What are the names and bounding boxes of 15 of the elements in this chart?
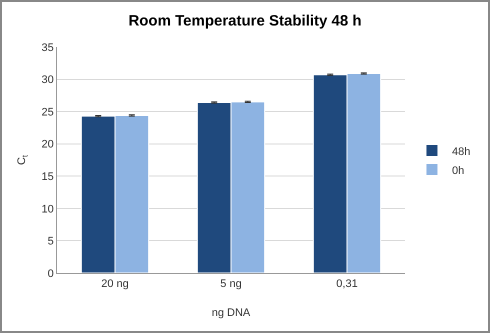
y-tick-label: 35 xyxy=(42,42,54,54)
x-tick-label: 5 ng xyxy=(220,278,242,290)
legend-label: 48h xyxy=(452,146,470,158)
x-tick-label: 20 ng xyxy=(101,278,129,290)
x-tick-label: 0,31 xyxy=(336,278,358,290)
chart-title: Room Temperature Stability 48 h xyxy=(128,12,362,30)
y-tick-label: 15 xyxy=(42,170,54,183)
y-tick-label: 30 xyxy=(42,74,54,86)
y-tick-label: 10 xyxy=(42,203,54,216)
legend-label: 0h xyxy=(452,164,464,177)
y-tick-label: 25 xyxy=(42,106,54,118)
y-tick-label: 5 xyxy=(48,236,54,248)
y-tick-label: 0 xyxy=(48,268,54,280)
y-tick-label: 20 xyxy=(42,138,54,151)
x-axis-title: ng DNA xyxy=(212,307,251,319)
